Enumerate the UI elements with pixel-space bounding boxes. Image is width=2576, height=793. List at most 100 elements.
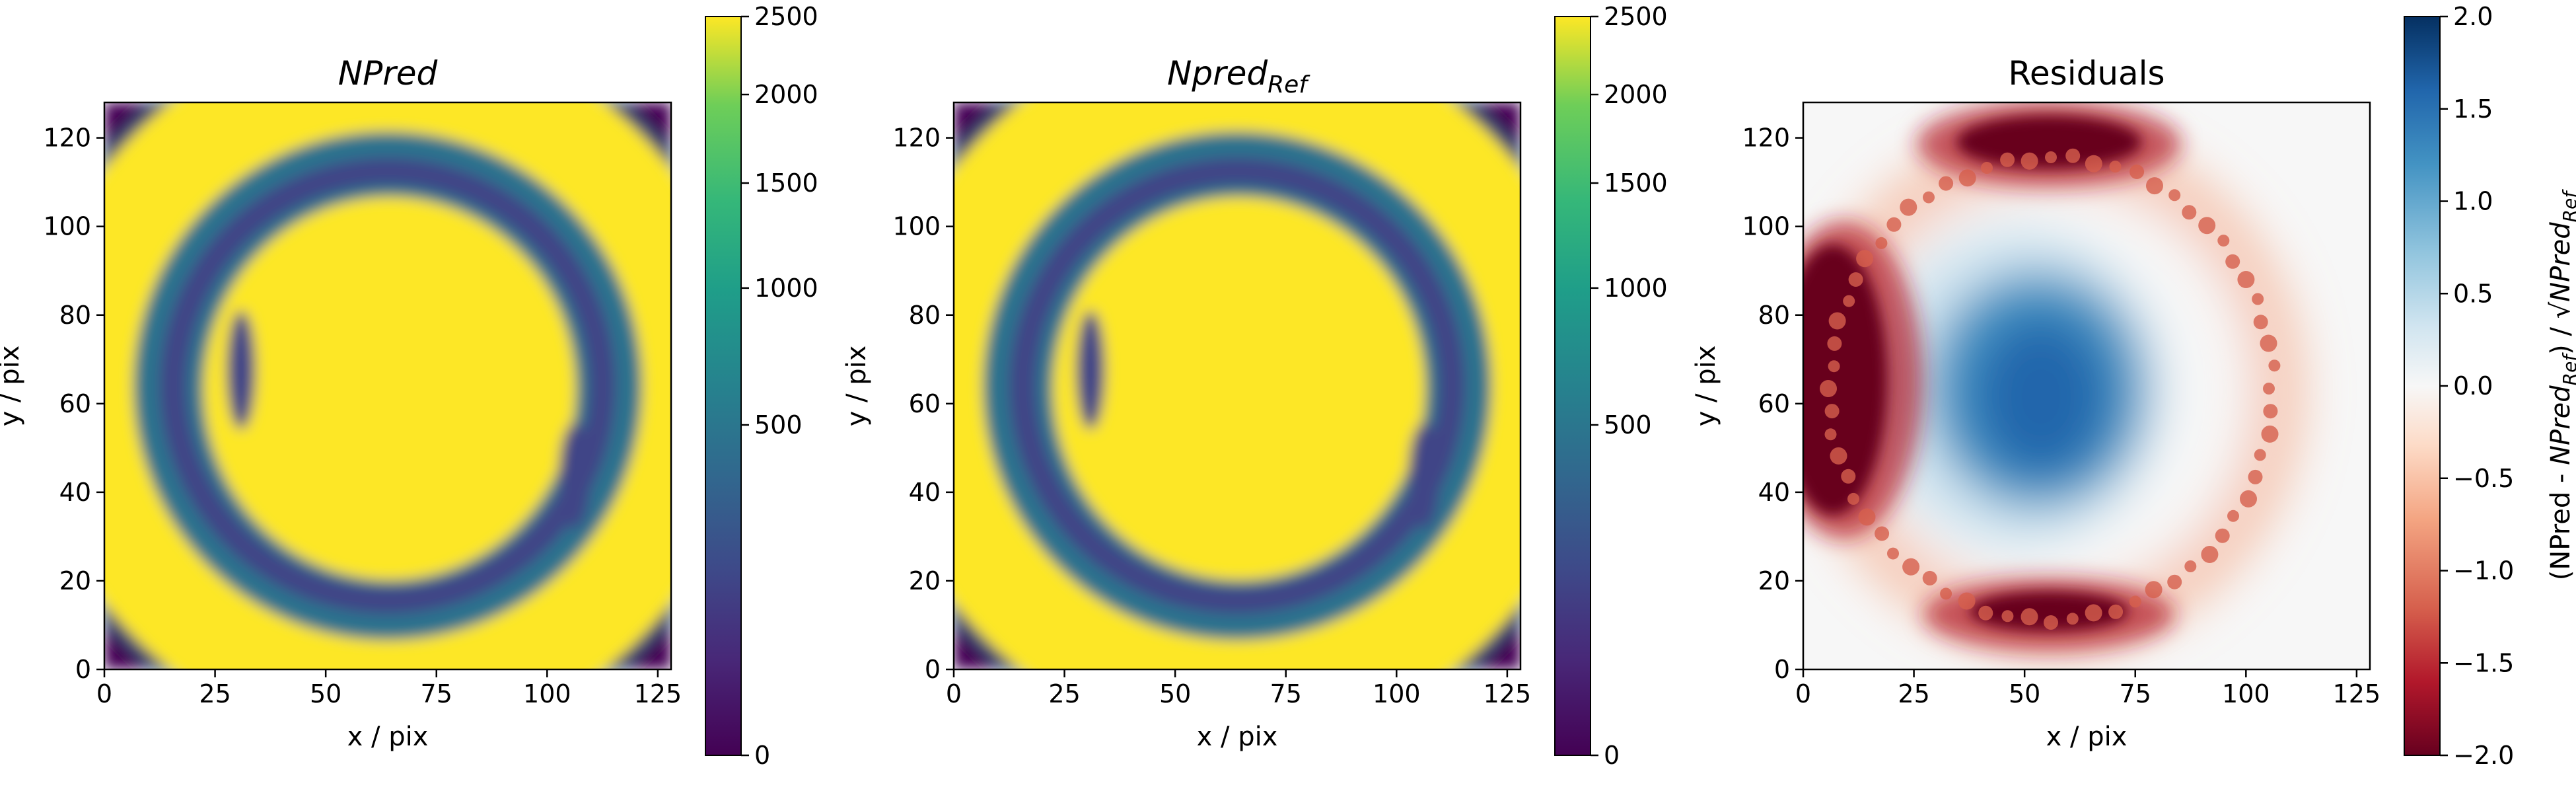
residuals-ring-speckle xyxy=(1820,148,2281,630)
residual-speckle-dot xyxy=(2085,604,2102,622)
colorbar-tick-label: 0.5 xyxy=(2453,279,2493,308)
residual-speckle-dot xyxy=(1886,217,1902,232)
npred-y-axis-label: y / pix xyxy=(0,346,25,427)
npred-ref-axes-frame xyxy=(952,101,1522,671)
residual-speckle-dot xyxy=(2145,581,2163,599)
y-tick-label: 40 xyxy=(59,478,91,507)
y-tick-label: 60 xyxy=(1758,389,1790,418)
residual-speckle-dot xyxy=(2215,528,2230,543)
residual-speckle-dot xyxy=(2168,189,2181,202)
y-tick-label: 100 xyxy=(1742,212,1790,241)
residual-speckle-dot xyxy=(2198,217,2216,235)
y-tick-label: 100 xyxy=(892,212,941,241)
colorbar-label-part: ) / √ xyxy=(2546,301,2576,355)
residual-speckle-dot xyxy=(2253,315,2268,330)
residual-speckle-dot xyxy=(1841,469,1856,484)
residual-speckle-dot xyxy=(1820,380,1837,397)
colorbar-tick-label: 500 xyxy=(1604,410,1652,439)
colorbar-tick-label: −0.5 xyxy=(2453,464,2514,493)
residual-speckle-dot xyxy=(1848,272,1863,287)
residual-speckle-dot xyxy=(1847,492,1859,505)
colorbar-tick-label: 1000 xyxy=(1604,274,1668,303)
residual-speckle-dot xyxy=(1828,312,1846,330)
residuals-colorbar-ticks: −2.0 −1.5 −1.0 −0.5 0.0 0.5 1.0 1.5 2.0 xyxy=(2440,2,2514,770)
residual-speckle-dot xyxy=(1902,558,1920,576)
colorbar-tick-label: 1000 xyxy=(754,274,818,303)
colorbar-tick-label: 1500 xyxy=(754,169,818,198)
residuals-heatmap xyxy=(1803,102,2370,669)
residual-speckle-dot xyxy=(2129,165,2145,179)
colorbar-tick-label: −1.5 xyxy=(2453,648,2514,677)
colorbar-tick-label: 1.5 xyxy=(2453,94,2493,124)
npred-ref-title: NpredRef xyxy=(1167,54,1310,98)
colorbar-label-part: Ref xyxy=(2559,189,2576,223)
residuals-x-ticks: 0 25 50 75 100 125 xyxy=(1795,669,2380,708)
x-tick-label: 100 xyxy=(1373,679,1421,708)
residuals-title: Residuals xyxy=(2008,54,2165,93)
colorbar-tick-label: 2500 xyxy=(1604,2,1668,31)
npred-ref-heatmap xyxy=(954,102,1521,669)
y-tick-label: 120 xyxy=(43,124,91,153)
residual-speckle-dot xyxy=(2184,560,2197,572)
residual-speckle-dot xyxy=(1958,592,1976,610)
npred-x-axis-label: x / pix xyxy=(347,722,429,752)
residual-speckle-dot xyxy=(1887,547,1899,560)
npred-ref-colorbar-ticks: 0 500 1000 1500 2000 2500 xyxy=(1591,2,1668,770)
residual-speckle-dot xyxy=(1900,198,1917,216)
x-tick-label: 0 xyxy=(1795,679,1811,708)
residual-speckle-dot xyxy=(1875,237,1888,249)
x-tick-label: 75 xyxy=(1270,679,1302,708)
colorbar-tick-label: −2.0 xyxy=(2453,741,2514,770)
colorbar-label-part: Ref xyxy=(2559,352,2576,386)
x-tick-label: 100 xyxy=(523,679,571,708)
residual-speckle-dot xyxy=(2129,595,2141,608)
residual-speckle-dot xyxy=(2237,271,2255,288)
residual-speckle-dot xyxy=(2044,615,2058,630)
residual-speckle-dot xyxy=(1828,360,1840,373)
y-tick-label: 0 xyxy=(75,655,91,684)
residuals-y-ticks: 0 20 40 60 80 100 120 xyxy=(1742,124,1803,684)
residual-speckle-dot xyxy=(2146,177,2163,195)
residual-speckle-dot xyxy=(1922,570,1937,585)
x-tick-label: 125 xyxy=(1484,679,1532,708)
residual-speckle-dot xyxy=(2261,425,2279,443)
residual-speckle-dot xyxy=(2109,161,2122,173)
residual-speckle-dot xyxy=(2000,152,2015,167)
residual-speckle-dot xyxy=(2182,205,2197,220)
y-tick-label: 60 xyxy=(909,389,941,418)
colorbar-tick-label: 0 xyxy=(754,741,770,770)
residual-speckle-dot xyxy=(2085,155,2102,172)
x-tick-label: 25 xyxy=(199,679,231,708)
residual-speckle-dot xyxy=(2066,613,2079,625)
npred-ref-x-ticks: 0 25 50 75 100 125 xyxy=(946,669,1531,708)
y-tick-label: 40 xyxy=(1758,478,1790,507)
npred-ref-panel: NpredRef 0 25 50 75 100 125 0 20 40 60 80 100 120 x… xyxy=(841,2,1668,770)
residual-speckle-dot xyxy=(1843,295,1855,307)
residual-speckle-dot xyxy=(2254,449,2266,461)
colorbar-tick-label: 500 xyxy=(754,410,803,439)
y-tick-label: 80 xyxy=(1758,301,1790,330)
residuals-colorbar-label: (NPred - NPredRef) / √NPredRef xyxy=(2546,189,2576,581)
residual-speckle-dot xyxy=(2240,490,2257,508)
colorbar-tick-label: 0 xyxy=(1604,741,1620,770)
residual-speckle-dot xyxy=(1856,250,1874,268)
residual-speckle-dot xyxy=(1981,162,1993,174)
npred-title: NPred xyxy=(338,54,438,93)
colorbar-tick-label: 0.0 xyxy=(2453,371,2493,400)
npred-ref-title-main: Npred xyxy=(1167,54,1268,93)
residual-speckle-dot xyxy=(1830,447,1847,465)
residual-speckle-dot xyxy=(2217,235,2230,247)
npred-colorbar-ticks: 0 500 1000 1500 2000 2500 xyxy=(741,2,818,770)
residual-speckle-dot xyxy=(2001,610,2014,623)
npred-ref-x-axis-label: x / pix xyxy=(1197,722,1278,752)
residual-speckle-dot xyxy=(1940,587,1952,600)
npred-ref-title-subscript: Ref xyxy=(1268,71,1310,98)
x-tick-label: 125 xyxy=(2333,679,2381,708)
x-tick-label: 50 xyxy=(2009,679,2040,708)
residual-speckle-dot xyxy=(1827,336,1842,351)
x-tick-label: 50 xyxy=(310,679,341,708)
colorbar-tick-label: 2500 xyxy=(754,2,818,31)
colorbar-tick-label: 1500 xyxy=(1604,169,1668,198)
npred-axes-frame xyxy=(103,101,672,671)
colorbar-label-part: (NPred - xyxy=(2546,465,2576,580)
